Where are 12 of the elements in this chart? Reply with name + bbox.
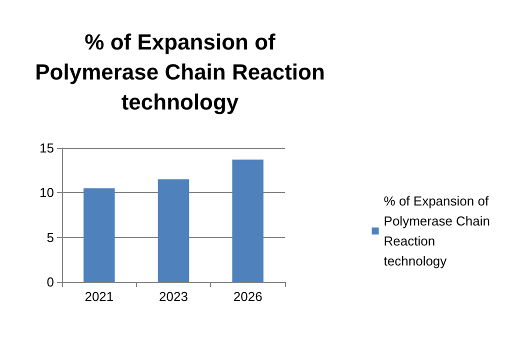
y-tick-label: 0 bbox=[46, 274, 54, 290]
x-tick-label: 2021 bbox=[84, 289, 114, 304]
y-tick-label: 15 bbox=[40, 140, 54, 156]
x-tick-label: 2023 bbox=[159, 289, 188, 304]
y-tick-label: 10 bbox=[40, 185, 54, 200]
bar bbox=[158, 179, 190, 282]
legend-label: % of Expansion of Polymerase Chain Reaction technology bbox=[384, 194, 490, 268]
x-tick-label: 2026 bbox=[233, 289, 262, 304]
y-tick-label: 5 bbox=[46, 230, 54, 245]
chart-title: % of Expansion of Polymerase Chain Reaction technology bbox=[35, 30, 325, 114]
bar bbox=[232, 160, 264, 282]
bar bbox=[84, 188, 115, 282]
